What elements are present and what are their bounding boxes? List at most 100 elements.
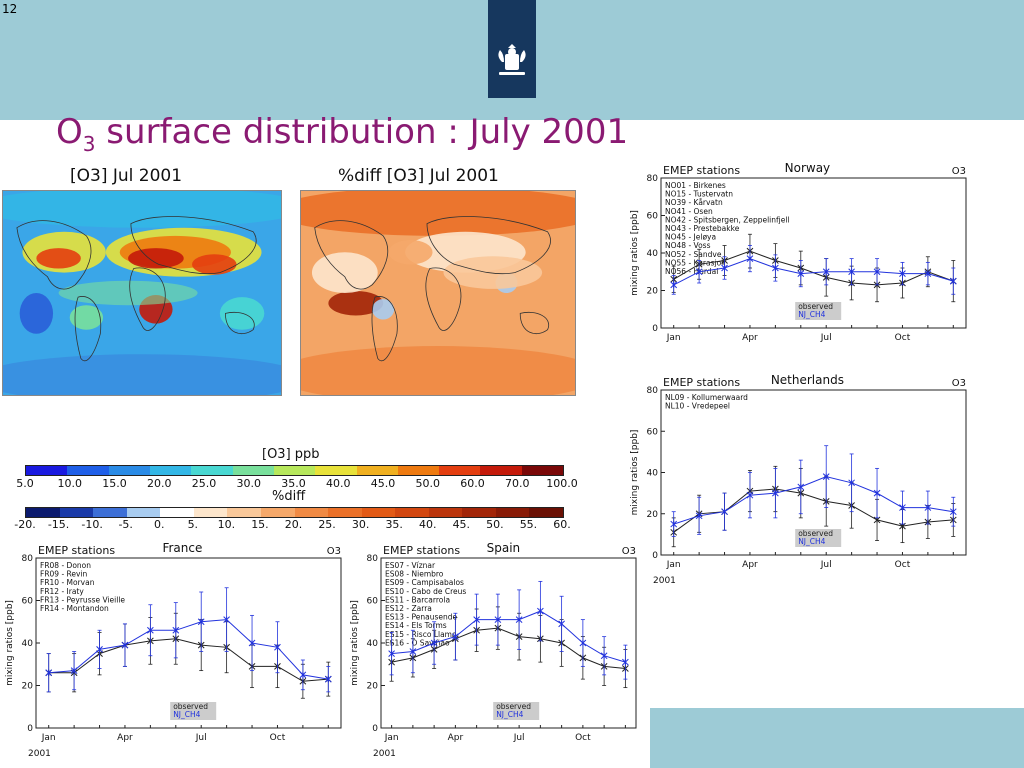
data-point <box>70 667 78 674</box>
colorbar-ppb-ticks: 5.0 10.0 15.0 20.0 25.0 30.0 35.0 40.0 45.0 50.0 6… <box>16 477 578 491</box>
ozone-difference-map <box>300 190 576 396</box>
colorbar-tick-label: 25.0 <box>191 477 217 490</box>
coastline <box>371 296 398 362</box>
data-point <box>899 270 906 277</box>
y-tick-label: 80 <box>22 554 34 564</box>
series-line <box>48 619 329 680</box>
x-tick-label: Jan <box>384 733 399 743</box>
map-region <box>192 254 237 275</box>
colorbar-tick-label: -10. <box>81 518 103 531</box>
france-chart: EMEP stations O3 France 0 20 40 60 80 mixing rat… <box>0 538 355 768</box>
legend-entry: NJ_CH4 <box>798 537 825 546</box>
x-tick-label: Oct <box>270 733 286 743</box>
data-point <box>822 268 830 276</box>
coastline <box>74 296 102 362</box>
data-point <box>430 639 438 647</box>
colorbar-ppb <box>25 465 564 476</box>
x-tick-label: Apr <box>742 333 758 343</box>
data-point <box>45 669 53 677</box>
y-tick-label: 0 <box>372 724 378 734</box>
y-axis-label: mixing ratios [ppb] <box>5 600 15 686</box>
legend-box <box>795 529 842 547</box>
map-region <box>58 280 198 306</box>
data-point <box>537 607 544 615</box>
x-tick-label: Jan <box>41 733 56 743</box>
series-line <box>673 258 954 286</box>
coastline <box>16 220 92 290</box>
colorbar-tick-label: 25. <box>318 518 336 531</box>
station-label: ES13 - Penausende <box>385 613 458 622</box>
map-region <box>443 256 543 289</box>
data-point <box>147 626 154 634</box>
chart-panel-label: Norway <box>785 161 831 175</box>
colorbar-tick-label: 10.0 <box>57 477 83 490</box>
data-point <box>670 520 678 528</box>
chart-svg: EMEP stations O3 Norway 0 20 40 60 80 mixing rat… <box>630 161 967 343</box>
y-tick-label: 40 <box>647 469 659 479</box>
y-tick-label: 60 <box>647 427 659 437</box>
colorbar-tick-label: 15. <box>251 518 269 531</box>
data-point <box>515 616 523 623</box>
map-region <box>301 191 575 236</box>
data-point <box>172 626 180 634</box>
x-axis-year-label: 2001 <box>373 749 396 759</box>
y-tick-label: 60 <box>367 597 379 607</box>
coastline <box>425 267 462 331</box>
data-point <box>121 641 129 649</box>
coastline <box>130 216 257 275</box>
legend-entry: observed <box>798 529 833 538</box>
colorbar-swatch <box>26 508 60 517</box>
colorbar-swatch <box>328 508 362 517</box>
colorbar-tick-label: 30. <box>351 518 370 531</box>
coastline <box>314 220 389 290</box>
station-label: NO45 - Jeløya <box>665 233 716 242</box>
colorbar-swatch <box>227 508 261 517</box>
y-tick-label: 40 <box>22 639 34 649</box>
colorbar-swatch <box>480 466 522 475</box>
y-tick-label: 40 <box>647 249 659 259</box>
colorbar-tick-label: 40. <box>419 518 437 531</box>
colorbar-diff <box>25 507 564 518</box>
y-tick-label: 20 <box>22 682 34 692</box>
colorbar-swatch <box>59 508 94 517</box>
colorbar-swatch <box>428 508 463 517</box>
colorbar-diff-ticks: -20. -15. -10. -5. 0. 5. 10. 15. 20. 25. 30. 35. 40.… <box>14 518 570 532</box>
map-region <box>328 290 384 316</box>
chart-header: EMEP stations <box>383 544 460 557</box>
colorbar-swatch <box>273 466 316 475</box>
legend-entry: NJ_CH4 <box>496 710 523 719</box>
x-axis-year-label: 2001 <box>653 576 676 586</box>
y-tick-label: 0 <box>652 324 658 334</box>
x-tick-label: Jul <box>820 333 832 343</box>
data-point <box>622 658 629 666</box>
spain-chart: EMEP stations O3 Spain 0 20 40 60 80 mixing rati… <box>345 538 650 768</box>
series-line <box>673 476 954 525</box>
map-region <box>311 252 378 293</box>
colorbar-tick-label: 60.0 <box>460 477 485 490</box>
data-point <box>772 489 779 497</box>
chart-svg: EMEP stations O3 Netherlands 0 20 40 60 80 mixin… <box>630 373 967 586</box>
y-tick-label: 60 <box>22 597 34 607</box>
colorbar-swatch <box>193 508 228 517</box>
legend-entry: NJ_CH4 <box>798 310 825 319</box>
station-label: NO55 - Karasjok <box>665 258 726 267</box>
x-tick-label: Apr <box>117 733 133 743</box>
colorbar-swatch <box>356 466 398 475</box>
data-point <box>924 270 932 277</box>
map-region <box>36 248 81 269</box>
government-logo <box>488 0 536 98</box>
map-region <box>3 191 281 228</box>
y-tick-label: 80 <box>647 174 659 184</box>
data-point <box>600 652 608 660</box>
data-point <box>848 268 855 276</box>
station-label: ES14 - Els Torms <box>385 621 447 630</box>
data-point <box>223 616 230 623</box>
norway-chart: EMEP stations O3 Norway 0 20 40 60 80 mixing rat… <box>625 158 980 368</box>
chart-corner-label: O3 <box>327 546 341 557</box>
colorbar-swatch <box>232 466 274 475</box>
colorbar-swatch <box>108 466 150 475</box>
colorbar-tick-label: -5. <box>118 518 133 531</box>
colorbar-tick-label: 70.0 <box>505 477 530 490</box>
colorbar-tick-label: 55. <box>519 518 538 531</box>
y-axis-label: mixing ratios [ppb] <box>350 600 360 686</box>
